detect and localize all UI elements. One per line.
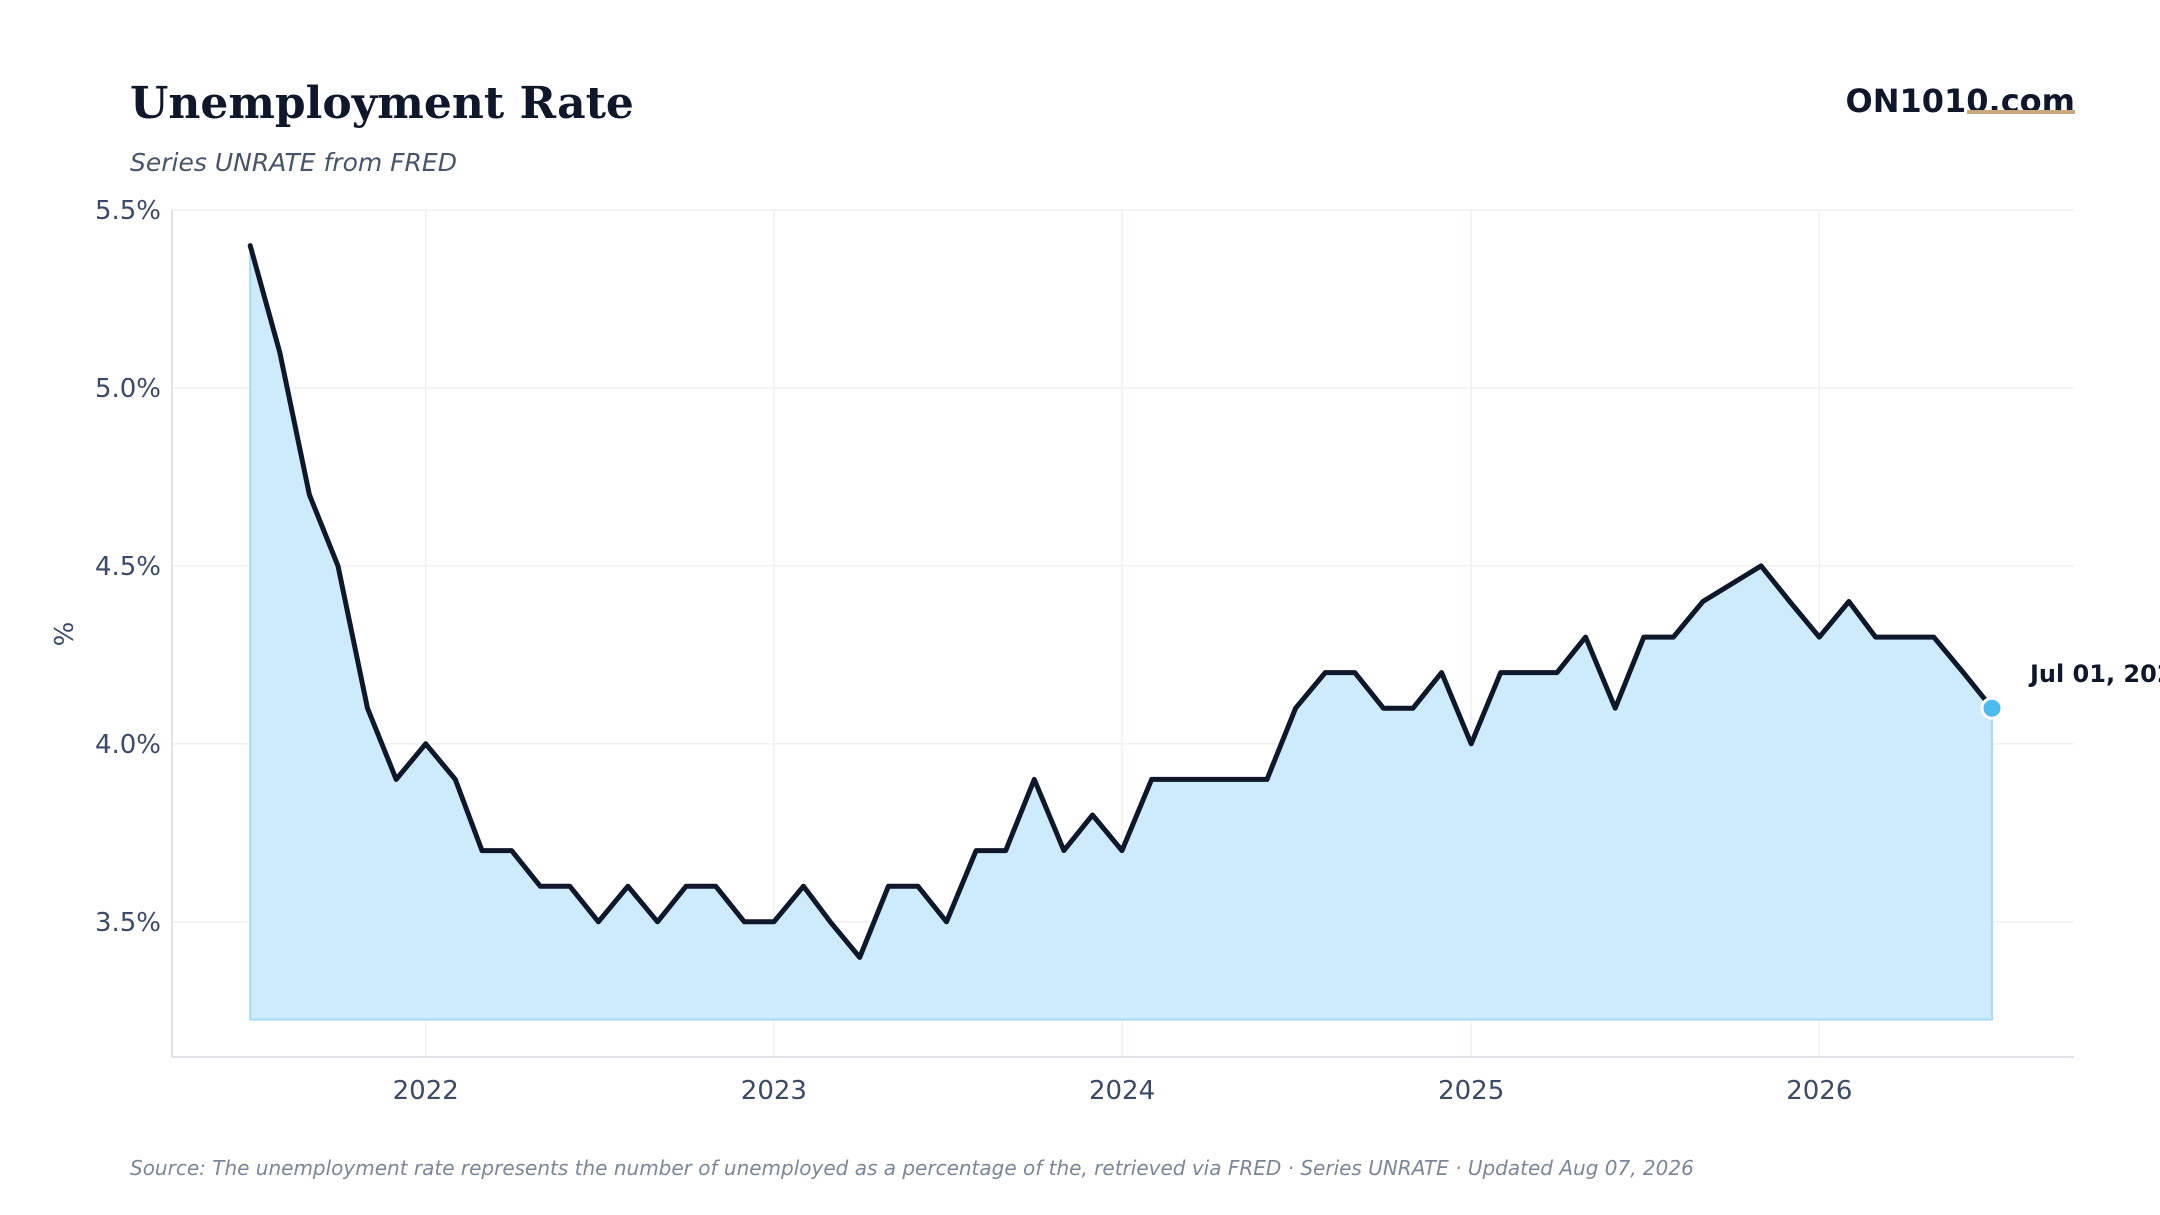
chart-title: Unemployment Rate [130,78,634,129]
x-tick-label: 2025 [1438,1076,1504,1106]
source-note: Source: The unemployment rate represents… [130,1156,1694,1180]
y-tick-label: 5.0% [95,374,161,404]
y-axis-ticks: 3.5% 4.0% 4.5% 5.0% 5.5% [95,196,161,938]
y-tick-label: 5.5% [95,196,161,226]
brand-underline [1967,110,2075,114]
x-axis-ticks: 2022 2023 2024 2025 2026 [393,1076,1853,1106]
y-tick-label: 4.0% [95,730,161,760]
x-tick-label: 2026 [1786,1076,1852,1106]
x-tick-label: 2024 [1089,1076,1155,1106]
x-tick-label: 2022 [393,1076,459,1106]
chart-subtitle: Series UNRATE from FRED [130,148,457,177]
end-point-marker[interactable] [1980,696,2004,720]
end-point-label: Jul 01, 2026 [2028,660,2160,688]
x-tick-label: 2023 [741,1076,807,1106]
y-tick-label: 4.5% [95,552,161,582]
y-axis-title: % [50,622,80,647]
area-fill [249,245,1993,1021]
series-line [247,243,1995,960]
y-tick-label: 3.5% [95,908,161,938]
